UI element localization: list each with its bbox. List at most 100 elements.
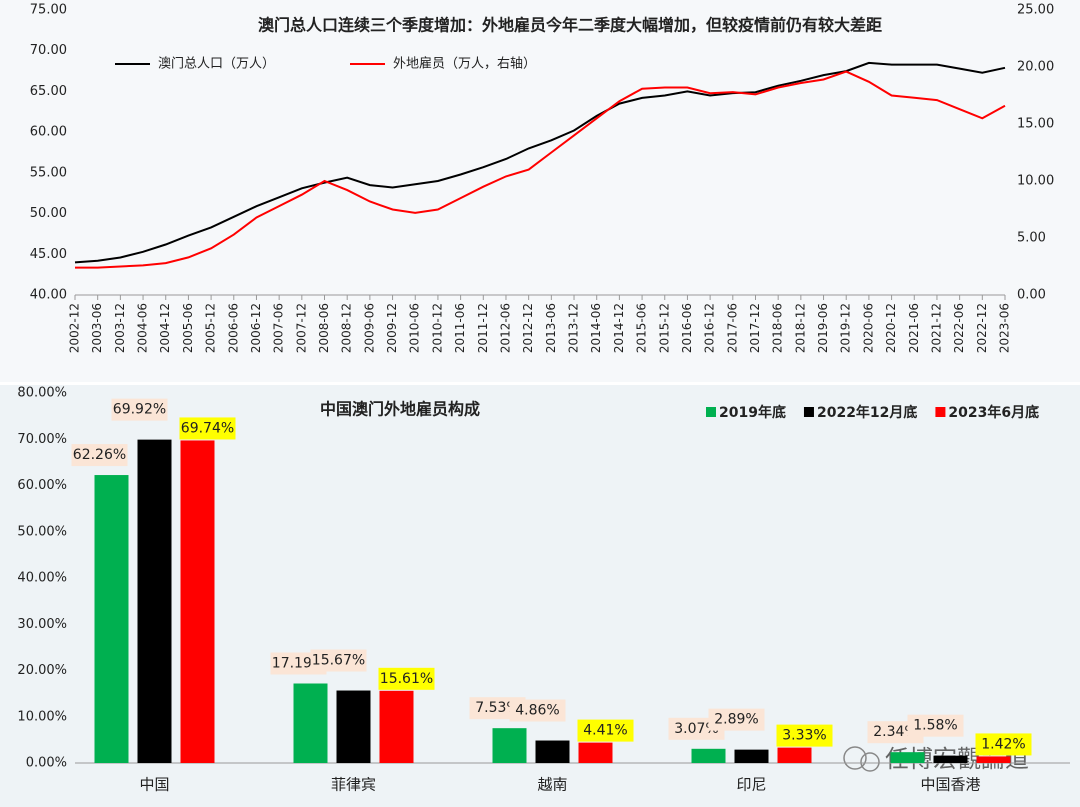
value-label: 3.33% (782, 728, 826, 744)
bar (379, 690, 414, 763)
x-tick-label: 2008-12 (340, 303, 354, 353)
x-tick-label: 2018-12 (793, 303, 807, 353)
x-tick-label: 2017-12 (748, 303, 762, 353)
y-tick-label: 50.00 (30, 206, 67, 221)
bar (691, 748, 726, 763)
y-tick-label: 60.00% (17, 478, 67, 493)
value-label: 2.34% (873, 724, 917, 740)
x-tick-label: 2018-06 (771, 303, 785, 353)
bar (94, 475, 129, 763)
y-tick-label: 20.00% (17, 663, 67, 678)
bar (890, 752, 925, 763)
watermark-icon (860, 752, 880, 772)
bar (535, 740, 570, 763)
y2-tick-label: 15.00 (1017, 117, 1054, 132)
value-label: 15.61% (380, 671, 433, 687)
y2-tick-label: 0.00 (1017, 288, 1046, 303)
value-label-bg (111, 398, 168, 421)
x-tick-label: 2013-12 (567, 303, 581, 353)
bar (492, 728, 527, 763)
y-tick-label: 70.00% (17, 432, 67, 447)
x-tick-label: 2021-06 (907, 303, 921, 353)
x-tick-label: 2005-12 (204, 303, 218, 353)
legend-label: 澳门总人口（万人） (158, 56, 275, 72)
y2-tick-label: 25.00 (1017, 3, 1054, 18)
legend-swatch (803, 407, 814, 417)
x-tick-label: 越南 (537, 776, 567, 794)
x-tick-label: 2019-12 (839, 303, 853, 353)
chart-title: 中国澳门外地雇员构成 (320, 400, 480, 419)
value-label: 1.42% (981, 736, 1025, 752)
value-label: 2.89% (714, 712, 758, 728)
value-label-bg (975, 733, 1032, 756)
value-label: 7.53% (475, 700, 519, 716)
x-tick-label: 2022-06 (952, 303, 966, 353)
value-label-bg (310, 649, 367, 672)
y-tick-label: 80.00% (17, 386, 67, 401)
x-tick-label: 2008-06 (317, 303, 331, 353)
x-tick-label: 2012-12 (521, 303, 535, 353)
x-tick-label: 2002-12 (68, 303, 82, 353)
x-tick-label: 2014-06 (589, 303, 603, 353)
value-label-bg (776, 724, 833, 747)
bar (336, 690, 371, 763)
x-tick-label: 2006-06 (226, 303, 240, 353)
value-label-bg (378, 667, 435, 690)
x-tick-label: 2007-12 (294, 303, 308, 353)
legend-label: 2023年6月底 (948, 404, 1039, 421)
x-tick-label: 2009-12 (385, 303, 399, 353)
bar (578, 742, 613, 763)
value-label: 62.26% (73, 447, 126, 463)
x-tick-label: 2011-06 (453, 303, 467, 353)
y-tick-label: 50.00% (17, 524, 67, 539)
x-tick-label: 2020-12 (884, 303, 898, 353)
x-tick-label: 2017-06 (725, 303, 739, 353)
x-tick-label: 中国香港 (920, 776, 980, 794)
x-tick-label: 2009-06 (362, 303, 376, 353)
y-tick-label: 0.00% (26, 756, 67, 771)
x-tick-label: 2012-06 (498, 303, 512, 353)
line (74, 61, 1006, 264)
legend-label: 2019年底 (719, 404, 786, 421)
y-tick-label: 55.00 (30, 165, 67, 180)
value-label: 3.07% (674, 721, 718, 737)
x-tick-label: 2016-12 (703, 303, 717, 353)
legend-label: 2022年12月底 (817, 404, 917, 421)
x-tick-label: 2003-12 (113, 303, 127, 353)
x-tick-label: 2006-12 (249, 303, 263, 353)
value-label-bg (179, 417, 236, 440)
legend-swatch (706, 407, 716, 417)
x-tick-label: 2020-06 (861, 303, 875, 353)
bar (777, 747, 812, 763)
bar (180, 440, 215, 763)
bar (976, 756, 1011, 763)
x-tick-label: 2003-06 (90, 303, 104, 353)
value-label: 1.58% (913, 718, 957, 734)
bar (933, 755, 968, 763)
value-label-bg (708, 708, 765, 731)
x-tick-label: 2015-12 (657, 303, 671, 353)
bar (293, 683, 328, 763)
y2-tick-label: 5.00 (1017, 231, 1046, 246)
x-tick-label: 2005-06 (181, 303, 195, 353)
value-label-bg (71, 444, 128, 467)
y-tick-label: 70.00 (30, 43, 67, 58)
y-tick-label: 40.00 (30, 288, 67, 303)
x-tick-label: 2016-06 (680, 303, 694, 353)
y2-tick-label: 20.00 (1017, 60, 1054, 75)
value-label: 69.92% (113, 402, 166, 418)
watermark-icon (843, 746, 867, 770)
x-tick-label: 2021-12 (929, 303, 943, 353)
value-label: 15.67% (312, 653, 365, 669)
x-tick-label: 2010-06 (408, 303, 422, 353)
value-label-bg (509, 699, 566, 722)
y-tick-label: 10.00% (17, 709, 67, 724)
x-tick-label: 2022-12 (975, 303, 989, 353)
y-tick-label: 65.00 (30, 84, 67, 99)
line (75, 70, 1006, 269)
value-label-bg (577, 719, 634, 742)
value-label-bg (907, 714, 964, 737)
x-tick-label: 中国 (139, 776, 169, 794)
value-label: 4.86% (515, 703, 559, 719)
